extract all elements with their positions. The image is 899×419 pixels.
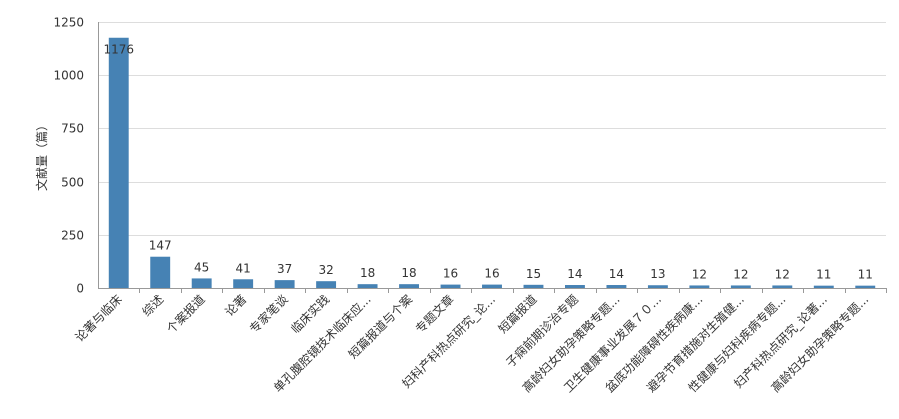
x-category-label: 个案报道 [163,292,208,337]
y-axis-title: 文献量（篇） [34,119,49,191]
data-label: 14 [567,267,582,281]
bar [606,285,627,288]
bar [855,285,876,288]
bar [564,285,585,288]
bar [772,285,793,288]
bar [150,256,171,288]
bar [191,278,212,288]
bars [108,37,876,289]
bar [399,284,420,288]
data-label: 32 [318,263,333,277]
bar [482,284,502,288]
bar [813,285,834,288]
bar [108,37,129,289]
data-label: 16 [443,267,458,281]
y-tick-label: 0 [76,282,84,296]
data-label: 12 [692,267,707,281]
bar [274,280,295,288]
bar [357,284,378,288]
bar [730,285,751,288]
bar [689,285,710,288]
bar [647,285,668,288]
data-label: 18 [401,266,416,280]
data-label: 45 [194,260,209,274]
data-label: 11 [816,268,831,282]
data-label: 13 [650,267,665,281]
bar [440,284,461,288]
data-label: 1176 [103,43,134,57]
data-label: 147 [149,239,172,253]
y-tick-label: 1250 [53,16,84,30]
data-label: 37 [277,262,292,276]
y-tick-label: 750 [61,122,84,136]
data-label: 15 [526,267,541,281]
data-label: 41 [236,261,251,275]
y-tick-label: 250 [61,229,84,243]
y-tick-labels: 0 250 500 750 1000 1250 [53,16,84,296]
data-label: 12 [775,267,790,281]
x-category-label: 论著 [222,292,249,319]
data-label: 16 [484,267,499,281]
x-category-label: 子痫前期诊治专题 [503,292,581,370]
data-labels: 1176 147 45 41 37 32 18 18 16 16 15 14 14 13 12 12 12 11 1… [103,43,872,282]
bar [316,281,337,288]
data-label: 12 [733,267,748,281]
bar [233,279,254,288]
y-tick-label: 1000 [53,69,84,83]
data-label: 18 [360,266,375,280]
data-label: 11 [858,268,873,282]
bar [523,284,544,288]
y-tick-label: 500 [61,176,84,190]
data-label: 14 [609,267,624,281]
x-category-label: 综述 [139,292,166,319]
x-category-label: 专家笔谈 [246,292,291,337]
x-category-label: 论著与临床 [73,292,125,344]
gridlines [98,22,886,236]
axes [98,22,887,293]
